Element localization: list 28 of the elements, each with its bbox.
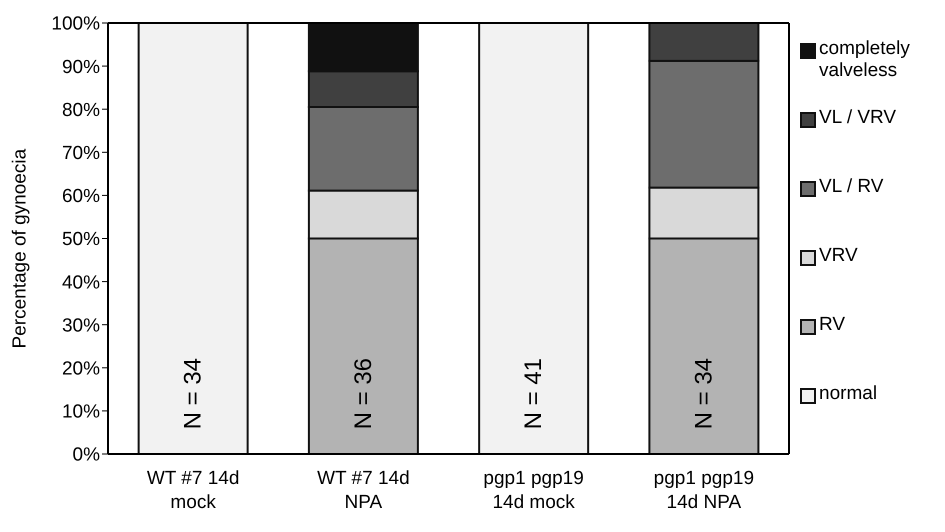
legend-label: VRV (819, 245, 858, 267)
x-tick-label: WT #7 14d NPA (317, 468, 410, 513)
legend-label: completely valveless (819, 38, 911, 82)
x-tick-label: pgp1 pgp19 14d NPA (654, 468, 754, 513)
x-tick-label: pgp1 pgp19 14d mock (483, 468, 584, 513)
annotation: N = 36 (350, 358, 377, 430)
bar (478, 23, 590, 454)
y-tick-label: 10% (62, 402, 100, 423)
annotation: N = 34 (180, 358, 207, 430)
bar (138, 23, 249, 454)
y-tick-label: 80% (62, 100, 100, 121)
y-axis-title: Percentage of gynoecia (10, 148, 31, 348)
legend-label: RV (819, 314, 846, 336)
y-tick-label: 70% (62, 143, 100, 164)
y-tick-label: 50% (62, 229, 100, 250)
legend-label: VL / RV (819, 176, 884, 198)
y-tick-label: 20% (62, 358, 100, 380)
y-tick-label: 40% (62, 272, 100, 294)
y-tick-label: 0% (72, 444, 100, 466)
y-tick-label: 90% (62, 56, 100, 78)
legend-label: VL / VRV (819, 107, 896, 129)
annotation: N = 41 (520, 358, 548, 430)
y-tick-label: 100% (51, 14, 100, 35)
y-tick-label: 30% (62, 315, 100, 336)
legend-label: normal (819, 383, 878, 405)
x-tick-label: WT #7 14d mock (146, 468, 240, 513)
y-tick-label: 60% (62, 186, 100, 208)
annotation: N = 34 (690, 358, 718, 430)
